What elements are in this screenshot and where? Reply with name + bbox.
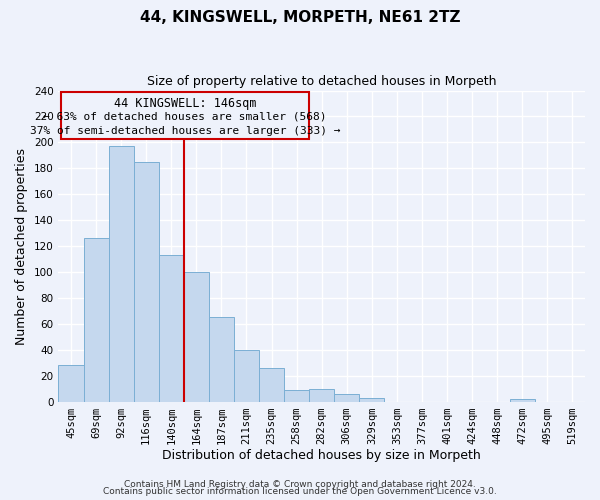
Bar <box>234 350 259 402</box>
Bar <box>209 318 234 402</box>
Bar <box>510 399 535 402</box>
Bar <box>259 368 284 402</box>
Bar <box>134 162 159 402</box>
Bar <box>109 146 134 402</box>
Bar <box>83 238 109 402</box>
Text: Contains HM Land Registry data © Crown copyright and database right 2024.: Contains HM Land Registry data © Crown c… <box>124 480 476 489</box>
Bar <box>334 394 359 402</box>
Y-axis label: Number of detached properties: Number of detached properties <box>15 148 28 344</box>
Bar <box>159 255 184 402</box>
Text: 44, KINGSWELL, MORPETH, NE61 2TZ: 44, KINGSWELL, MORPETH, NE61 2TZ <box>140 10 460 25</box>
Bar <box>284 390 309 402</box>
FancyBboxPatch shape <box>61 92 309 138</box>
Text: 44 KINGSWELL: 146sqm: 44 KINGSWELL: 146sqm <box>114 97 256 110</box>
X-axis label: Distribution of detached houses by size in Morpeth: Distribution of detached houses by size … <box>163 450 481 462</box>
Bar <box>359 398 385 402</box>
Title: Size of property relative to detached houses in Morpeth: Size of property relative to detached ho… <box>147 75 496 88</box>
Text: 37% of semi-detached houses are larger (333) →: 37% of semi-detached houses are larger (… <box>30 126 340 136</box>
Bar <box>184 272 209 402</box>
Text: ← 63% of detached houses are smaller (568): ← 63% of detached houses are smaller (56… <box>43 112 327 122</box>
Bar <box>309 388 334 402</box>
Text: Contains public sector information licensed under the Open Government Licence v3: Contains public sector information licen… <box>103 487 497 496</box>
Bar <box>58 366 83 402</box>
